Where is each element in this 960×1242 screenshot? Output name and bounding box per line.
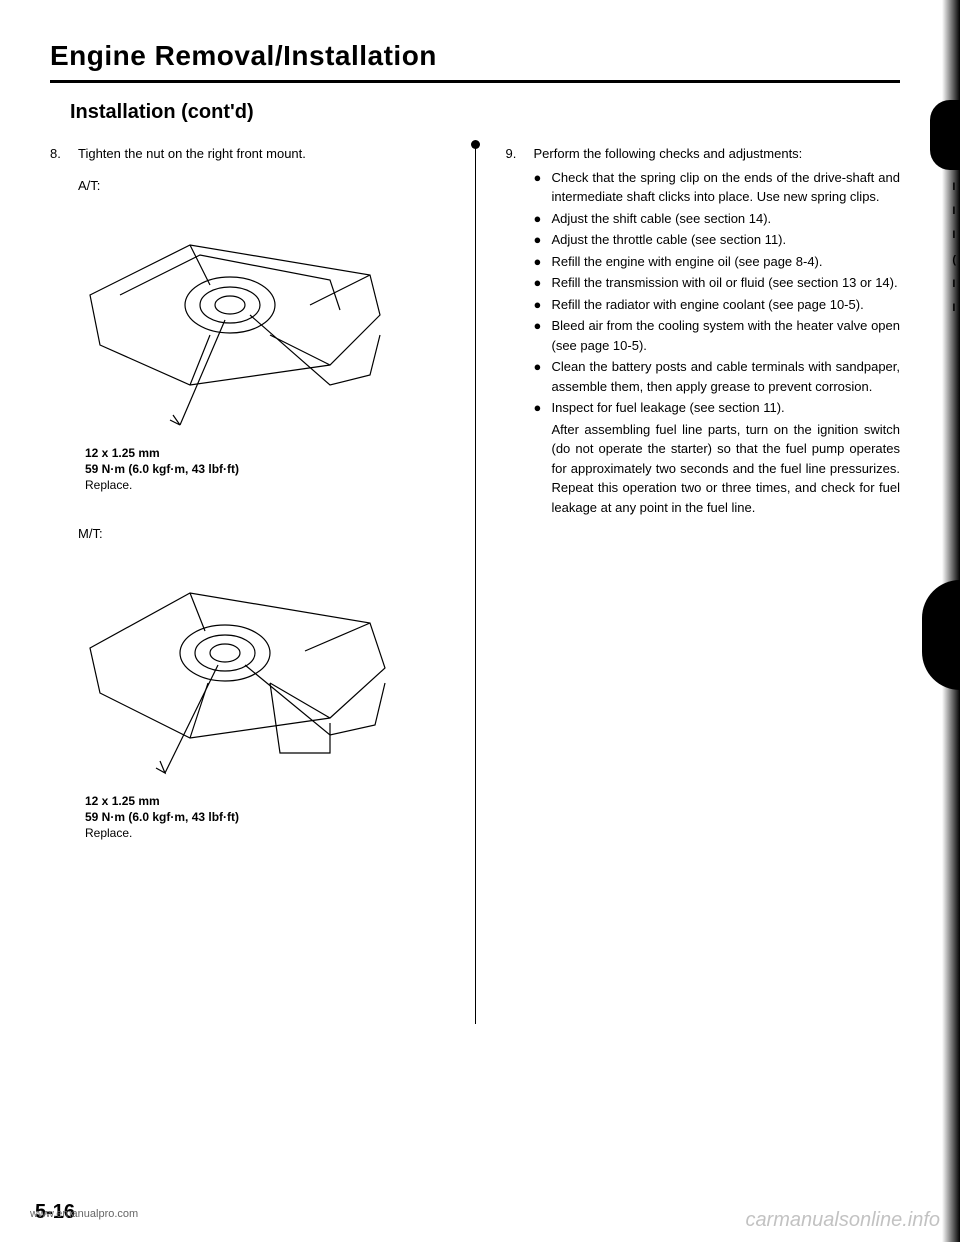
step-number: 9. [506, 144, 524, 517]
bullet-text: Adjust the shift cable (see section 14). [552, 209, 901, 229]
bullet-icon: ● [534, 209, 544, 229]
watermark-text: carmanualsonline.info [745, 1209, 940, 1232]
section-title: Installation (cont'd) [70, 101, 900, 124]
bullet-text: Bleed air from the cooling system with t… [552, 316, 901, 355]
step-8: 8. Tighten the nut on the right front mo… [50, 144, 445, 164]
bullet-icon: ● [534, 316, 544, 355]
bullet-icon: ● [534, 295, 544, 315]
bullet-icon: ● [534, 230, 544, 250]
caption-at-size: 12 x 1.25 mm [85, 445, 445, 461]
bullet-text: Refill the engine with engine oil (see p… [552, 252, 901, 272]
list-item: ● Adjust the throttle cable (see section … [534, 230, 901, 250]
figure-mt-mount [70, 553, 410, 783]
right-column: 9. Perform the following checks and adju… [506, 144, 901, 1024]
page-title: Engine Removal/Installation [50, 40, 900, 72]
footer-url: www.emanualpro.com [30, 1208, 138, 1220]
bullet-icon: ● [534, 252, 544, 272]
mount-diagram-mt-icon [70, 553, 410, 783]
bullet-text: Refill the transmission with oil or flui… [552, 273, 901, 293]
caption-mt-size: 12 x 1.25 mm [85, 793, 445, 809]
two-column-layout: 8. Tighten the nut on the right front mo… [50, 144, 900, 1024]
caption-mt-replace: Replace. [85, 825, 445, 841]
title-rule [50, 80, 900, 83]
page-content: Engine Removal/Installation Installation… [0, 0, 960, 1044]
list-item: ● Inspect for fuel leakage (see section 1… [534, 398, 901, 418]
mt-label: M/T: [78, 524, 445, 544]
list-item: ● Refill the radiator with engine coolant… [534, 295, 901, 315]
step-9: 9. Perform the following checks and adju… [506, 144, 901, 517]
step-intro: Perform the following checks and adjustm… [534, 144, 901, 164]
left-column: 8. Tighten the nut on the right front mo… [50, 144, 445, 1024]
step-number: 8. [50, 144, 68, 164]
caption-at-torque: 59 N·m (6.0 kgf·m, 43 lbf·ft) [85, 461, 445, 477]
step-text: Tighten the nut on the right front mount… [78, 144, 445, 164]
bullet-icon: ● [534, 273, 544, 293]
figure-at-mount [70, 205, 410, 435]
list-item: ●Clean the battery posts and cable termi… [534, 357, 901, 396]
tail-paragraph: After assembling fuel line parts, turn o… [552, 420, 901, 518]
column-divider [475, 144, 476, 1024]
step-body: Perform the following checks and adjustm… [534, 144, 901, 517]
mount-diagram-at-icon [70, 205, 410, 435]
list-item: ● Refill the engine with engine oil (see … [534, 252, 901, 272]
bullet-text: Adjust the throttle cable (see section 1… [552, 230, 901, 250]
at-label: A/T: [78, 176, 445, 196]
bullet-text: Clean the battery posts and cable termin… [552, 357, 901, 396]
divider-dot-icon [471, 140, 480, 149]
bullet-icon: ● [534, 168, 544, 207]
list-item: ● Adjust the shift cable (see section 14)… [534, 209, 901, 229]
caption-mt-torque: 59 N·m (6.0 kgf·m, 43 lbf·ft) [85, 809, 445, 825]
bullet-icon: ● [534, 398, 544, 418]
caption-at-replace: Replace. [85, 477, 445, 493]
bullet-list: ●Check that the spring clip on the ends … [534, 168, 901, 418]
bullet-text: Refill the radiator with engine coolant … [552, 295, 901, 315]
list-item: ●Check that the spring clip on the ends … [534, 168, 901, 207]
bullet-text: Check that the spring clip on the ends o… [552, 168, 901, 207]
caption-mt: 12 x 1.25 mm 59 N·m (6.0 kgf·m, 43 lbf·f… [85, 793, 445, 842]
bullet-icon: ● [534, 357, 544, 396]
list-item: ● Refill the transmission with oil or flu… [534, 273, 901, 293]
list-item: ●Bleed air from the cooling system with … [534, 316, 901, 355]
bullet-text: Inspect for fuel leakage (see section 11… [552, 398, 901, 418]
caption-at: 12 x 1.25 mm 59 N·m (6.0 kgf·m, 43 lbf·f… [85, 445, 445, 494]
